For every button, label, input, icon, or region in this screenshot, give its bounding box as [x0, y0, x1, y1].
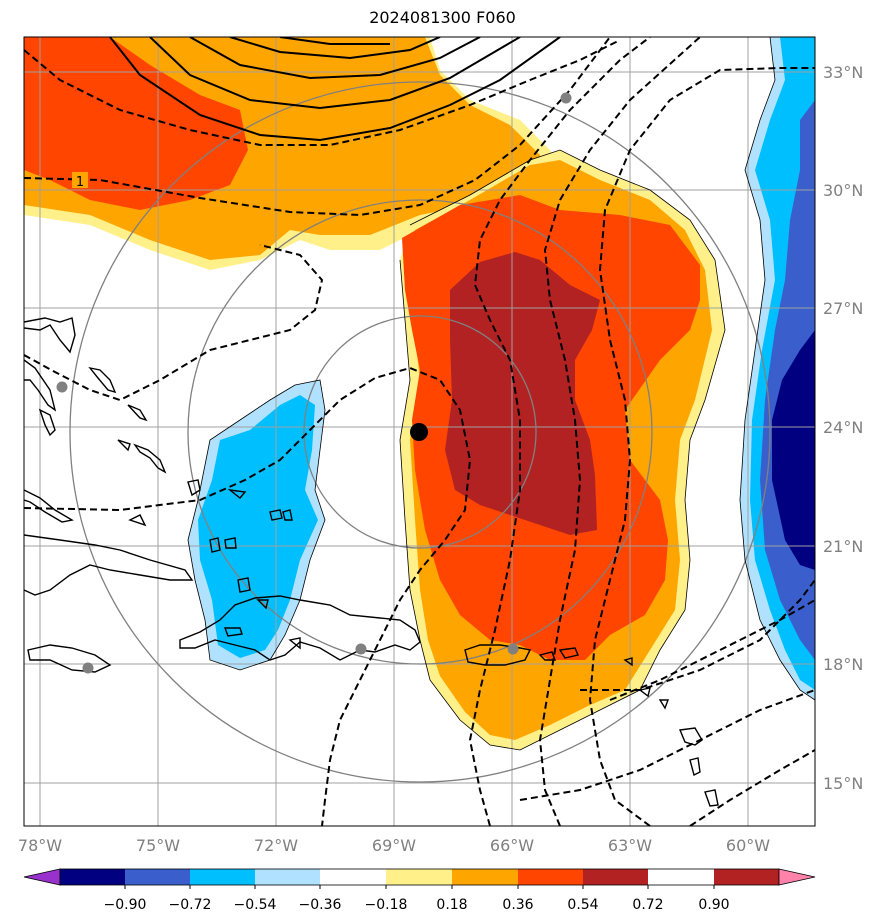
- lat-tick-label: 27°N: [823, 299, 863, 318]
- lat-tick-label: 15°N: [823, 774, 863, 793]
- lon-tick-label: 66°W: [490, 836, 534, 855]
- positive-shading-north: [24, 37, 570, 270]
- solid-contours: [109, 37, 561, 142]
- range-rings: [69, 81, 771, 783]
- colorbar-tick-label: −0.36: [299, 897, 342, 913]
- colorbar-tick-label: 0.72: [632, 897, 663, 913]
- colorbar-tick-label: −0.90: [104, 897, 147, 913]
- lon-tick-label: 63°W: [608, 836, 652, 855]
- lon-tick-label: 60°W: [726, 836, 770, 855]
- lat-tick-labels: 33°N 30°N 27°N 24°N 21°N 18°N 15°N: [823, 63, 863, 793]
- negative-shading-east: [740, 37, 815, 700]
- colorbar-swatch: [125, 869, 190, 885]
- lon-tick-label: 72°W: [254, 836, 298, 855]
- map-border: [23, 36, 816, 827]
- lat-tick-label: 30°N: [823, 181, 863, 200]
- colorbar-tick-label: 0.18: [436, 897, 467, 913]
- colorbar-tick-label: 0.54: [567, 897, 598, 913]
- colorbar-tick-label: −0.72: [169, 897, 212, 913]
- colorbar-tick-label: −0.18: [365, 897, 408, 913]
- storm-center-marker: [410, 423, 428, 441]
- graticule: [24, 37, 815, 826]
- colorbar-swatch: [320, 869, 386, 885]
- map-area: 1: [24, 37, 815, 826]
- colorbar-swatch: [386, 869, 452, 885]
- coastlines: [24, 317, 719, 807]
- colorbar-extend-right: [778, 868, 816, 886]
- colorbar-swatch: [60, 869, 125, 885]
- colorbar-swatch: [190, 869, 255, 885]
- contour-label: 1: [76, 175, 84, 190]
- lon-tick-label: 69°W: [372, 836, 416, 855]
- colorbar-tick-label: −0.54: [234, 897, 277, 913]
- colorbar-extend-left: [23, 868, 61, 886]
- colorbar-swatch: [452, 869, 518, 885]
- lat-tick-label: 21°N: [823, 537, 863, 556]
- colorbar-swatch: [255, 869, 320, 885]
- dashed-contours: [24, 37, 815, 826]
- colorbar-swatch: [714, 869, 779, 885]
- lon-tick-label: 75°W: [136, 836, 180, 855]
- colorbar-tick-label: 0.90: [698, 897, 729, 913]
- lat-tick-label: 33°N: [823, 63, 863, 82]
- colorbar-swatch: [518, 869, 583, 885]
- colorbar: −0.90 −0.72 −0.54 −0.36 −0.18 0.18 0.36 …: [23, 868, 816, 913]
- lat-tick-label: 24°N: [823, 418, 863, 437]
- zero-contour: [187, 37, 815, 751]
- station-markers: [56, 92, 572, 674]
- lon-tick-label: 78°W: [18, 836, 62, 855]
- lon-tick-labels: 78°W 75°W 72°W 69°W 66°W 63°W 60°W: [18, 836, 770, 855]
- map-title: 2024081300 F060: [369, 8, 516, 27]
- lat-tick-label: 18°N: [823, 655, 863, 674]
- colorbar-tick-label: 0.36: [502, 897, 533, 913]
- colorbar-swatch: [583, 869, 648, 885]
